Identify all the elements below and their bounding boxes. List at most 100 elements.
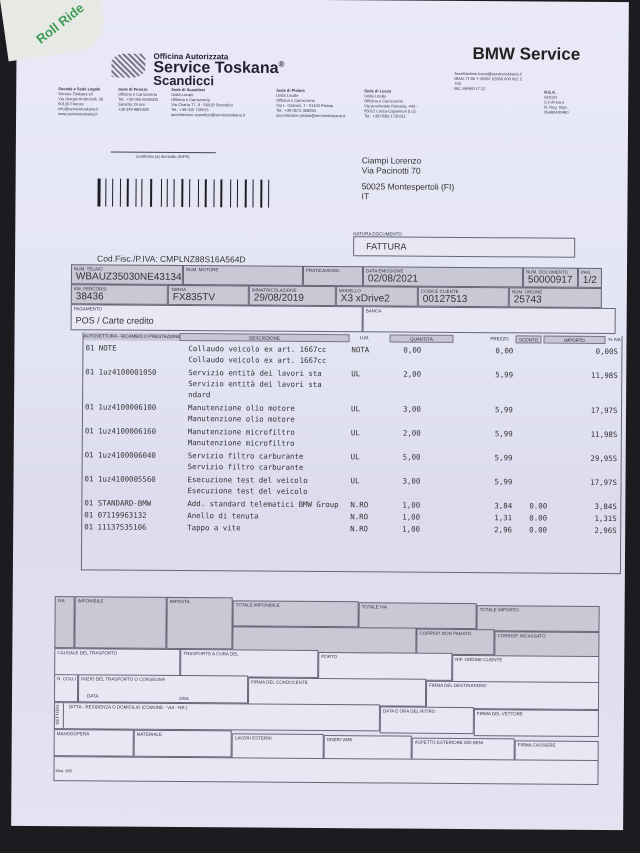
brand-title: BMW Service — [472, 44, 581, 64]
footer-label-data: DATA — [87, 693, 99, 699]
footer-imponibile: IMPONIBILE — [74, 596, 167, 649]
table-row: 01 1uz4100006040 Servizio filtro carburan… — [83, 450, 628, 476]
footer-firma-vettore: FIRMA DEL VETTORE — [473, 709, 599, 737]
field-num-ordine: NUM. ORDINE 25743 — [508, 287, 602, 308]
cell-amount: 3,84 — [594, 501, 613, 511]
cell-desc: Servizio entità dei lavori sta — [188, 379, 322, 390]
cell-desc: Manutenzione olio motore — [187, 414, 295, 425]
footer-inizio-trasporto: INIZIO DEL TRASPORTO O CONSEGNA DATA ORA — [77, 674, 249, 704]
sede-block: Sede di Lucca Unità Locale Officina e Carr… — [364, 88, 450, 119]
cell-code: 01 1uz4100006160 — [84, 426, 157, 436]
cell-disc: 0.00 — [529, 525, 548, 535]
sede-line: accettazione.scandicci@servicetoskana.it — [171, 111, 245, 118]
field-km: KM. PERCORSI 38436 — [70, 284, 168, 305]
logo-icon — [111, 53, 146, 78]
field-value: 02/08/2021 — [367, 273, 419, 285]
cell-um: UL — [350, 428, 360, 438]
footer-label: RIF. ORDINE CLIENTE — [455, 656, 503, 663]
footer-label: DITTA - RESIDENZA O DOMICILIO (COMUNE - … — [68, 704, 188, 711]
registered-mark: ® — [278, 59, 285, 69]
field-label: PAGAMENTO — [73, 306, 103, 312]
barcode-bar — [141, 178, 143, 207]
barcode-bar — [213, 179, 215, 208]
cell-iva: S — [613, 347, 618, 357]
footer-label: N. COLLI — [57, 676, 76, 682]
barcode-bar — [126, 178, 129, 207]
cell-qty: 1,00 — [402, 500, 421, 510]
footer-label: CAUSALE DEL TRASPORTO — [57, 650, 118, 656]
cell-amount: 17,97 — [590, 477, 613, 487]
cell-desc: Servizio filtro carburante — [187, 462, 304, 472]
cell-code: 01 1uz4100001050 — [85, 367, 157, 377]
cell-price: 5,99 — [494, 453, 513, 463]
cell-qty: 1,00 — [402, 512, 421, 522]
footer-label: MATERIALE — [136, 731, 162, 737]
col-header-disc: SCONTO — [515, 335, 542, 344]
footer-totale-importo: TOTALE IMPORTO — [476, 605, 600, 632]
line-items-table: AUTOVETTURA - RICAMBIO O PRESTAZIONE DESC… — [80, 332, 623, 575]
cell-qty: 5,00 — [402, 452, 421, 462]
col-header-iva: % IVA — [608, 337, 621, 343]
field-immatricolazione: IMMATRICOLAZIONE 29/08/2019 — [248, 285, 336, 307]
codfisc: Cod.Fisc./P.IVA: CMPLNZ88S16A564D — [97, 253, 246, 265]
cell-desc: Servizio entità dei lavori sta — [188, 367, 322, 378]
table-row: 01 1uz4100001050 Servizio entità dei lavo… — [83, 367, 628, 404]
cert-label: Certificato (a) domicilio (INPS) — [135, 153, 190, 160]
col-header-code: AUTOVETTURA - RICAMBIO O PRESTAZIONE — [83, 332, 180, 342]
footer-materiale: MATERIALE — [133, 729, 232, 758]
footer-label: FIRMA DEL DESTINATARIO — [429, 682, 487, 689]
col-header-um: U.M. — [359, 335, 370, 341]
cell-desc: Servizio filtro carburante — [187, 450, 304, 461]
vettori-divider — [62, 703, 64, 729]
barcode-bar — [204, 179, 207, 208]
table-row: 01 NOTE Collaudo veicolo ex art. 1667cc Co… — [83, 343, 628, 369]
cell-um: UL — [351, 369, 361, 379]
footer-label: CORRISP. NON PAGATO — [419, 630, 472, 637]
cell-iva: S — [612, 477, 618, 487]
field-pag: PAG. 1/2 — [577, 267, 603, 288]
barcode-bar — [119, 178, 122, 207]
cell-amount: 11,98 — [590, 370, 614, 380]
sede-block: Società e Sede Legale Service Toskana srl… — [58, 86, 114, 116]
footer-label: IMPONIBILE — [77, 598, 104, 604]
cell-amount: 0,00 — [595, 346, 614, 357]
cell-qty: 2,00 — [403, 369, 422, 379]
footer-label: MANODOPERA — [56, 731, 90, 737]
cell-iva: S — [612, 513, 617, 523]
barcode-bar — [166, 178, 168, 207]
footer-totale-imponibile: TOTALE IMPONIBILE — [232, 600, 359, 628]
footer-porto: PORTO — [318, 651, 453, 681]
sede-line: +39 349 9860030 — [118, 106, 150, 112]
footer-data-ritiro: DATA E ORA DEL RITIRO — [379, 706, 474, 735]
cell-desc: Manutenzione microfiltro — [187, 438, 295, 448]
barcode-bar — [230, 179, 232, 208]
field-value: X3 xDrive2 — [340, 293, 390, 305]
col-header-qty: QUANTITÀ — [389, 334, 454, 343]
table-row: 01 1uz4100006100 Manutenzione olio motore… — [83, 402, 628, 428]
barcode-bar — [244, 179, 247, 208]
cell-um: N.RO — [350, 523, 369, 533]
footer-label: DATA E ORA DEL RITIRO — [382, 708, 436, 714]
field-codice-cliente: CODICE CLIENTE 00127513 — [417, 286, 509, 308]
footer-causale: CAUSALE DEL TRASPORTO — [54, 648, 181, 678]
field-telaio: NUM. TELAIO WBAUZ35030NE43134 — [70, 264, 184, 286]
cell-iva: S — [612, 429, 618, 439]
sede-line: 05480430480 — [544, 109, 569, 115]
footer-trasporto-cura: TRASPORTO A CURA DEL — [180, 649, 319, 678]
recipient-street: Via Pacinotti 70 — [361, 165, 421, 176]
footer-vettori: VETTORI — [54, 705, 60, 725]
field-value: 50000917 — [527, 274, 573, 286]
field-banca: BANCA — [362, 306, 616, 335]
barcode-bar — [220, 179, 223, 208]
field-pratica: PRATICA/ANNO — [302, 265, 364, 287]
invoice-paper: Officina Autorizzata Service Toskana® Sc… — [11, 0, 629, 831]
field-value: FX835TV — [172, 291, 216, 304]
field-data-emissione: DATA EMISSIONE 02/08/2021 — [362, 266, 524, 288]
footer-label: TOTALE IVA — [361, 604, 387, 610]
footer-label: TRASPORTO A CURA DEL — [183, 651, 239, 657]
cell-um: UL — [351, 404, 360, 414]
cell-code: 01 STANDARD-BMW — [84, 497, 152, 508]
cell-amount: 29,95 — [590, 453, 613, 463]
field-value: POS / Carte credito — [75, 315, 154, 326]
barcode-bar — [236, 179, 239, 208]
